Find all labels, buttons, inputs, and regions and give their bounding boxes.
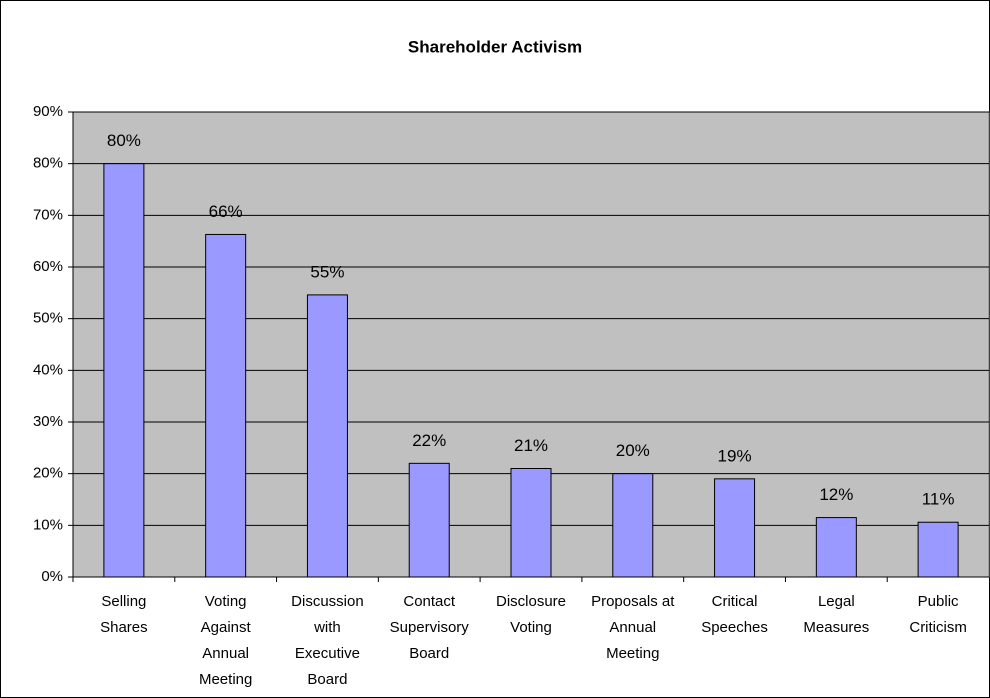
y-tick-label: 30% <box>33 413 63 430</box>
value-label: 20% <box>616 441 650 460</box>
value-label: 22% <box>412 431 446 450</box>
y-tick-label: 60% <box>33 258 63 275</box>
bar <box>612 473 654 578</box>
value-label: 12% <box>819 485 853 504</box>
bar <box>306 294 348 578</box>
bar <box>205 233 247 578</box>
y-tick-label: 20% <box>33 465 63 482</box>
y-tick-label: 40% <box>33 361 63 378</box>
x-tick-label: Public Criticism <box>909 593 967 636</box>
y-tick-label: 80% <box>33 155 63 172</box>
x-tick-label: Voting Against Annual Meeting <box>198 593 253 688</box>
y-tick-label: 0% <box>41 568 63 585</box>
x-tick-label: Critical Speeches <box>701 593 768 636</box>
y-tick-label: 50% <box>33 310 63 327</box>
x-tick-label: Contact Supervisory Board <box>389 593 469 662</box>
value-label: 21% <box>514 436 548 455</box>
value-label: 66% <box>209 202 243 221</box>
y-tick-label: 90% <box>33 103 63 120</box>
bar <box>103 163 145 578</box>
x-tick-label: Disclosure Voting <box>495 593 567 636</box>
value-label: 55% <box>310 262 344 281</box>
value-label: 11% <box>922 490 955 509</box>
bar <box>408 462 450 578</box>
x-tick-label: Selling Shares <box>100 593 148 636</box>
y-tick-label: 70% <box>33 206 63 223</box>
y-tick-label: 10% <box>33 516 63 533</box>
chart-title: Shareholder Activism <box>408 37 582 56</box>
x-tick-label: Discussion with Executive Board <box>291 593 364 688</box>
bar <box>917 521 959 578</box>
value-label: 80% <box>107 131 141 150</box>
bar <box>510 468 552 578</box>
value-label: 19% <box>718 446 752 465</box>
bar <box>815 517 857 578</box>
bar <box>714 478 756 578</box>
x-tick-label: Proposals at Annual Meeting <box>591 593 675 662</box>
x-tick-label: Legal Measures <box>803 593 870 636</box>
